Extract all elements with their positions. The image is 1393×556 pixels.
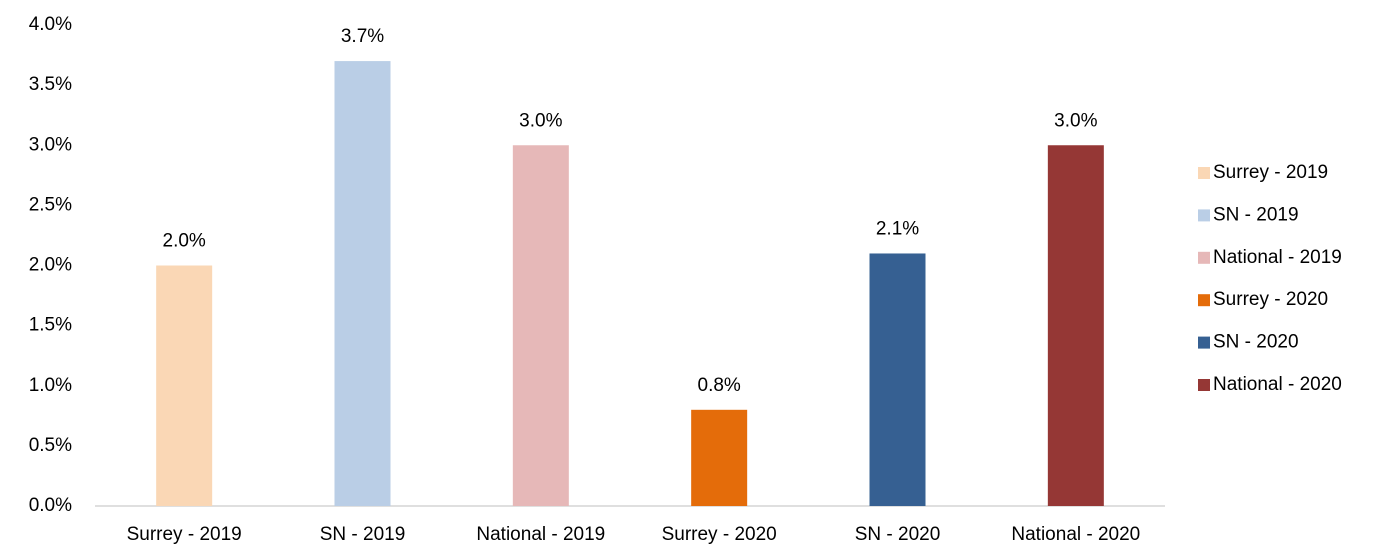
legend-label: National - 2020: [1213, 374, 1342, 395]
legend-label: Surrey - 2019: [1213, 162, 1328, 183]
y-tick-label: 2.0%: [29, 255, 72, 276]
data-label: 2.1%: [876, 218, 919, 239]
legend-swatch: [1198, 336, 1210, 349]
y-tick-label: 2.5%: [29, 194, 72, 215]
x-tick-label: National - 2020: [1011, 524, 1140, 545]
bar: [869, 253, 926, 506]
data-label: 3.0%: [519, 110, 562, 131]
legend-swatch: [1198, 251, 1210, 264]
x-tick-label: SN - 2019: [320, 524, 406, 545]
legend-label: SN - 2020: [1213, 332, 1299, 353]
legend-label: National - 2019: [1213, 247, 1342, 268]
legend-swatch: [1198, 379, 1210, 391]
y-tick-label: 0.0%: [29, 495, 72, 516]
legend-swatch: [1198, 294, 1210, 307]
x-tick-label: National - 2019: [476, 524, 605, 545]
y-tick-label: 4.0%: [29, 14, 72, 35]
bar: [1047, 145, 1104, 506]
y-tick-label: 1.0%: [29, 375, 72, 396]
x-tick-label: SN - 2020: [855, 524, 941, 545]
bar: [512, 145, 569, 506]
legend-label: Surrey - 2020: [1213, 289, 1328, 310]
legend-swatch: [1198, 167, 1210, 179]
y-tick-label: 0.5%: [29, 435, 72, 456]
x-tick-label: Surrey - 2020: [662, 524, 777, 545]
legend-swatch: [1198, 209, 1210, 222]
data-label: 2.0%: [163, 231, 206, 252]
bar: [691, 409, 748, 506]
legend-label: SN - 2019: [1213, 204, 1299, 225]
y-tick-label: 3.5%: [29, 74, 72, 95]
data-label: 3.7%: [341, 26, 384, 47]
y-tick-label: 3.0%: [29, 134, 72, 155]
bar: [156, 265, 213, 506]
y-tick-label: 1.5%: [29, 315, 72, 336]
data-label: 0.8%: [698, 375, 741, 396]
bar: [334, 61, 391, 506]
data-label: 3.0%: [1054, 110, 1097, 131]
x-tick-label: Surrey - 2019: [127, 524, 242, 545]
